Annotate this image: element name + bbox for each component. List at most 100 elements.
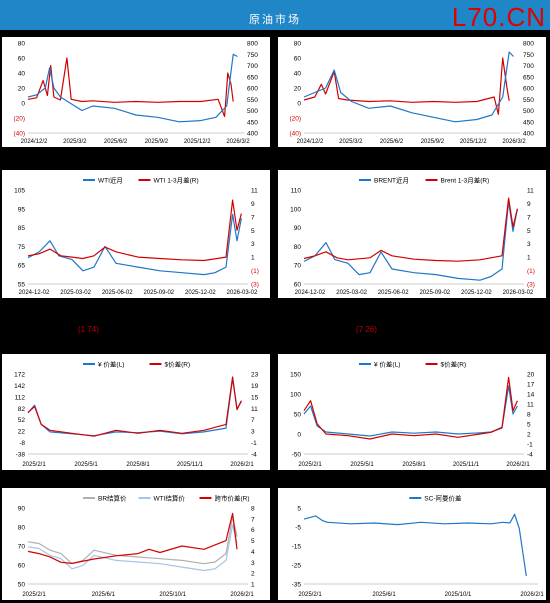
y-right-tick-label: 3: [251, 429, 255, 436]
legend-label: WTI 1-3月差(R): [154, 176, 199, 185]
y-right-tick-label: 3: [251, 560, 255, 567]
y-left-tick-label: 50: [294, 412, 302, 419]
y-left-tick-label: 80: [294, 41, 302, 48]
chart-panel-8: 5 -5 -15 -25 -35 2025/2/1 2025/6/1 2025/10/1 202…: [278, 488, 546, 600]
y-right-tick-label: 7: [251, 516, 255, 523]
chart-svg: 90 80 70 60 50 8 7 6 5 4 3 2 1 2025/2/1 2025/6/1 2025/1…: [18, 494, 255, 599]
series-line-1: [27, 213, 242, 276]
mid-label-left: (1 74): [78, 325, 99, 334]
series-line-1: [27, 57, 234, 118]
y-right-tick-label: 5: [527, 228, 531, 235]
series-line-1: [303, 385, 518, 437]
y-right-tick-label: (1): [251, 268, 259, 275]
y-right-tick-label: 11: [527, 402, 534, 409]
y-left-tick-label: 40: [18, 71, 26, 78]
x-tick-label: 2025-03-02: [336, 290, 367, 296]
y-right-tick-label: 450: [247, 119, 258, 126]
y-right-tick-label: -1: [251, 440, 257, 447]
y-right-tick-label: 3: [527, 241, 531, 248]
series-line-2: [303, 376, 518, 440]
y-right-tick-label: 5: [251, 538, 255, 545]
y-right-tick-label: 11: [251, 188, 258, 195]
y-left-tick-label: 20: [18, 86, 26, 93]
y-left-tick-label: 100: [290, 206, 301, 213]
series-line-2: [27, 53, 238, 123]
y-left-tick-label: 95: [18, 206, 26, 213]
x-tick-label: 2026/2/1: [230, 462, 254, 468]
series-line-2: [303, 51, 514, 123]
y-right-tick-label: 6: [251, 527, 255, 534]
y-right-tick-label: 23: [251, 372, 259, 379]
y-left-tick-label: 90: [294, 225, 302, 232]
x-tick-label: 2025/5/1: [74, 462, 98, 468]
x-tick-label: 2025/6/2: [380, 139, 404, 145]
x-tick-label: 2025/11/1: [453, 462, 480, 468]
series-line-1: [27, 515, 238, 565]
chart-panel-2: 80 60 40 20 0 (20) (40) 800 750 700 650 600 550 500 45…: [278, 37, 546, 147]
x-tick-label: 2025/12/2: [184, 139, 211, 145]
y-left-tick-label: 20: [294, 86, 302, 93]
page-header: 原油市场 L70.CN: [0, 0, 550, 32]
y-right-tick-label: 450: [523, 119, 534, 126]
series-line-1: [27, 378, 242, 437]
y-right-tick-label: 2: [527, 432, 531, 439]
y-left-tick-label: -8: [19, 440, 25, 447]
y-left-tick-label: 110: [291, 188, 302, 195]
y-right-tick-label: 700: [247, 63, 258, 70]
y-left-tick-label: 142: [14, 383, 25, 390]
y-left-tick-label: 50: [18, 582, 26, 589]
x-tick-label: 2024/12/2: [21, 139, 48, 145]
x-tick-label: 2024-12-02: [295, 290, 326, 296]
x-tick-label: 2026-03-02: [227, 290, 258, 296]
x-tick-label: 2025-03-02: [60, 290, 91, 296]
y-right-tick-label: 8: [527, 412, 531, 419]
y-left-tick-label: 75: [18, 244, 26, 251]
y-left-tick-label: -25: [292, 563, 302, 570]
x-tick-label: 2025/6/1: [372, 592, 396, 598]
x-tick-label: 2025/2/1: [298, 462, 322, 468]
y-left-tick-label: 65: [18, 263, 26, 270]
y-left-tick-label: 0: [21, 101, 25, 108]
x-tick-label: 2024/12/2: [297, 139, 324, 145]
y-right-tick-label: -1: [527, 442, 533, 449]
y-left-tick-label: 60: [294, 282, 302, 289]
series-line-1: [303, 513, 527, 577]
chart-svg: 150 100 50 0 -50 20 17 14 11 8 5 2 -1 -4 2025/2/1 2025/…: [290, 360, 535, 469]
x-tick-label: 2026-03-02: [503, 290, 534, 296]
y-right-tick-label: 700: [523, 63, 534, 70]
y-right-tick-label: 14: [527, 392, 535, 399]
chart-panel-6: 150 100 50 0 -50 20 17 14 11 8 5 2 -1 -4 2025/2/1 2025/…: [278, 354, 546, 470]
x-tick-label: 2025/2/1: [22, 592, 46, 598]
x-tick-label: 2025/8/1: [126, 462, 150, 468]
y-right-tick-label: 11: [251, 406, 258, 413]
chart-panel-3: 105 95 85 75 65 55 11 9 7 5 3 1 (1) (3) 2024-12-02 2025…: [2, 170, 270, 298]
y-right-tick-label: 600: [247, 86, 258, 93]
legend-label: ¥ 价差(L): [374, 360, 400, 369]
y-left-tick-label: -15: [292, 544, 302, 551]
y-right-tick-label: 5: [251, 228, 255, 235]
x-tick-label: 2025/6/2: [104, 139, 128, 145]
chart-svg: 80 60 40 20 0 (20) (40) 800 750 700 650 600 550 500 45…: [13, 41, 258, 146]
series-line-1: [303, 57, 510, 115]
x-tick-label: 2025/10/1: [159, 592, 186, 598]
y-left-tick-label: 60: [18, 56, 26, 63]
x-tick-label: 2025/12/2: [460, 139, 487, 145]
x-tick-label: 2025/5/1: [350, 462, 374, 468]
y-left-tick-label: 82: [18, 406, 26, 413]
x-tick-label: 2025/2/1: [298, 592, 322, 598]
y-right-tick-label: 7: [251, 417, 255, 424]
y-left-tick-label: (20): [13, 116, 25, 123]
y-right-tick-label: 17: [527, 382, 535, 389]
series-line-2: [303, 197, 518, 262]
y-left-tick-label: 150: [290, 372, 301, 379]
y-right-tick-label: 550: [247, 97, 258, 104]
y-left-tick-label: 0: [297, 432, 301, 439]
legend-label: $价差(R): [165, 360, 191, 369]
y-left-tick-label: 70: [294, 263, 302, 270]
y-left-tick-label: 55: [18, 282, 26, 289]
y-right-tick-label: 400: [523, 131, 534, 138]
y-right-tick-label: 800: [247, 41, 258, 48]
x-tick-label: 2025-09-02: [143, 290, 174, 296]
y-right-tick-label: 1: [251, 255, 255, 262]
